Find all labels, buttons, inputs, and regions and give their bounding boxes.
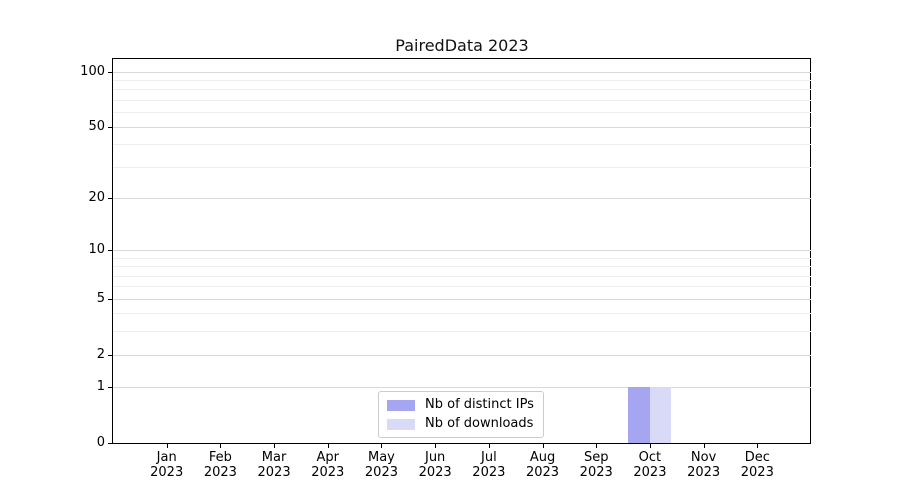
x-tick-label: Mar 2023 [257, 450, 291, 480]
y-tick [108, 197, 112, 199]
legend-swatch-distinct-ips-icon [387, 399, 415, 411]
gridline-minor [113, 331, 811, 333]
x-tick [274, 444, 276, 448]
gridline-minor [113, 99, 811, 101]
x-tick [166, 444, 168, 448]
gridline-minor [113, 112, 811, 114]
legend: Nb of distinct IPs Nb of downloads [378, 391, 544, 438]
x-tick [757, 444, 759, 448]
bar-distinct-ips [628, 387, 650, 443]
x-tick [435, 444, 437, 448]
x-tick-label: Feb 2023 [203, 450, 237, 480]
bar-downloads [649, 387, 672, 443]
y-tick [108, 387, 112, 389]
gridline-minor [113, 275, 811, 277]
gridline-minor [113, 286, 811, 288]
x-tick-label: Nov 2023 [687, 450, 721, 480]
gridline-major [113, 387, 811, 389]
y-tick-label: 50 [88, 118, 105, 134]
gridline-major [113, 298, 811, 300]
y-tick-label: 2 [96, 346, 105, 362]
x-tick-label: Jul 2023 [472, 450, 506, 480]
x-tick-label: Dec 2023 [740, 450, 774, 480]
x-tick [542, 444, 544, 448]
x-tick [381, 444, 383, 448]
gridline-minor [113, 257, 811, 259]
gridline-minor [113, 79, 811, 81]
gridline-major [113, 71, 811, 73]
legend-item-downloads: Nb of downloads [387, 416, 534, 432]
x-tick [649, 444, 651, 448]
y-tick-label: 5 [96, 290, 105, 306]
x-tick-label: Oct 2023 [633, 450, 667, 480]
y-tick [108, 126, 112, 128]
gridline-major [113, 197, 811, 199]
gridline-major [113, 249, 811, 251]
gridline-minor [113, 144, 811, 146]
x-tick-label: Apr 2023 [311, 450, 345, 480]
y-tick-label: 1 [96, 379, 105, 395]
x-tick [327, 444, 329, 448]
x-tick-label: Jun 2023 [418, 450, 452, 480]
x-tick-label: May 2023 [364, 450, 398, 480]
gridline-minor [113, 313, 811, 315]
x-tick [220, 444, 222, 448]
y-tick-label: 10 [88, 241, 105, 257]
x-tick-label: Sep 2023 [579, 450, 613, 480]
y-tick [108, 298, 112, 300]
x-tick-label: Jan 2023 [150, 450, 184, 480]
legend-label-downloads: Nb of downloads [425, 416, 534, 431]
y-tick [108, 354, 112, 356]
y-tick [108, 443, 112, 444]
chart-title: PairedData 2023 [395, 36, 529, 55]
legend-swatch-downloads-icon [387, 418, 415, 430]
y-tick-label: 100 [80, 63, 105, 79]
gridline-major [113, 126, 811, 128]
gridline-minor [113, 266, 811, 268]
x-tick [488, 444, 490, 448]
x-tick-label: Aug 2023 [525, 450, 560, 480]
legend-item-distinct-ips: Nb of distinct IPs [387, 397, 534, 413]
x-tick [703, 444, 705, 448]
gridline-major [113, 354, 811, 356]
x-tick [596, 444, 598, 448]
plot-area [112, 58, 811, 444]
gridline-minor [113, 166, 811, 168]
y-tick [108, 249, 112, 251]
y-tick-label: 20 [88, 189, 105, 205]
gridline-minor [113, 89, 811, 91]
legend-label-distinct-ips: Nb of distinct IPs [425, 397, 534, 412]
y-tick [108, 71, 112, 73]
y-tick-label: 0 [96, 435, 105, 450]
